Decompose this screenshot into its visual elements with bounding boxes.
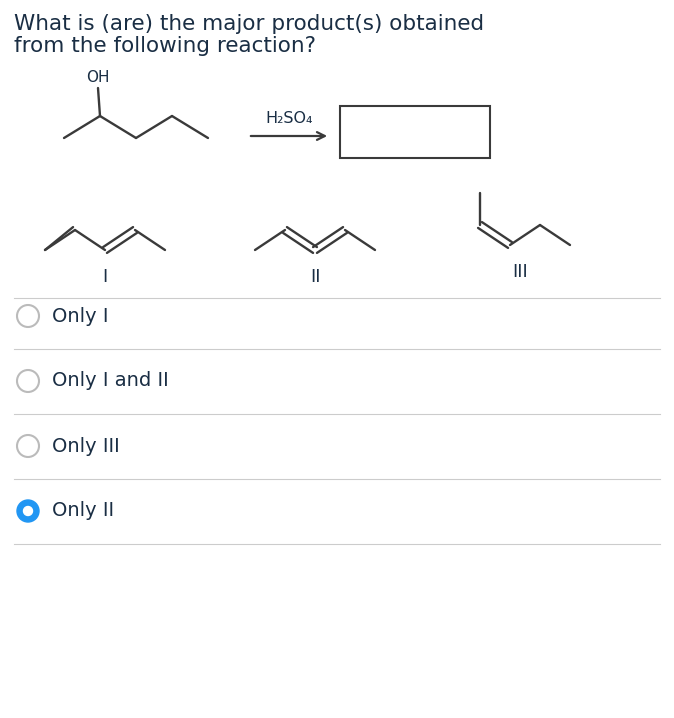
Text: What is (are) the major product(s) obtained: What is (are) the major product(s) obtai… bbox=[14, 14, 484, 34]
Text: II: II bbox=[310, 268, 320, 286]
Text: I: I bbox=[102, 268, 108, 286]
Text: from the following reaction?: from the following reaction? bbox=[14, 36, 316, 56]
Circle shape bbox=[24, 506, 32, 516]
Bar bbox=[340, 106, 490, 158]
Text: Only III: Only III bbox=[52, 437, 120, 455]
Text: Only I and II: Only I and II bbox=[52, 371, 168, 391]
Text: H₂SO₄: H₂SO₄ bbox=[266, 111, 313, 126]
Text: OH: OH bbox=[86, 70, 110, 85]
Circle shape bbox=[17, 500, 39, 522]
Text: Only II: Only II bbox=[52, 501, 114, 521]
Text: III: III bbox=[512, 263, 528, 281]
Text: Only I: Only I bbox=[52, 307, 109, 325]
